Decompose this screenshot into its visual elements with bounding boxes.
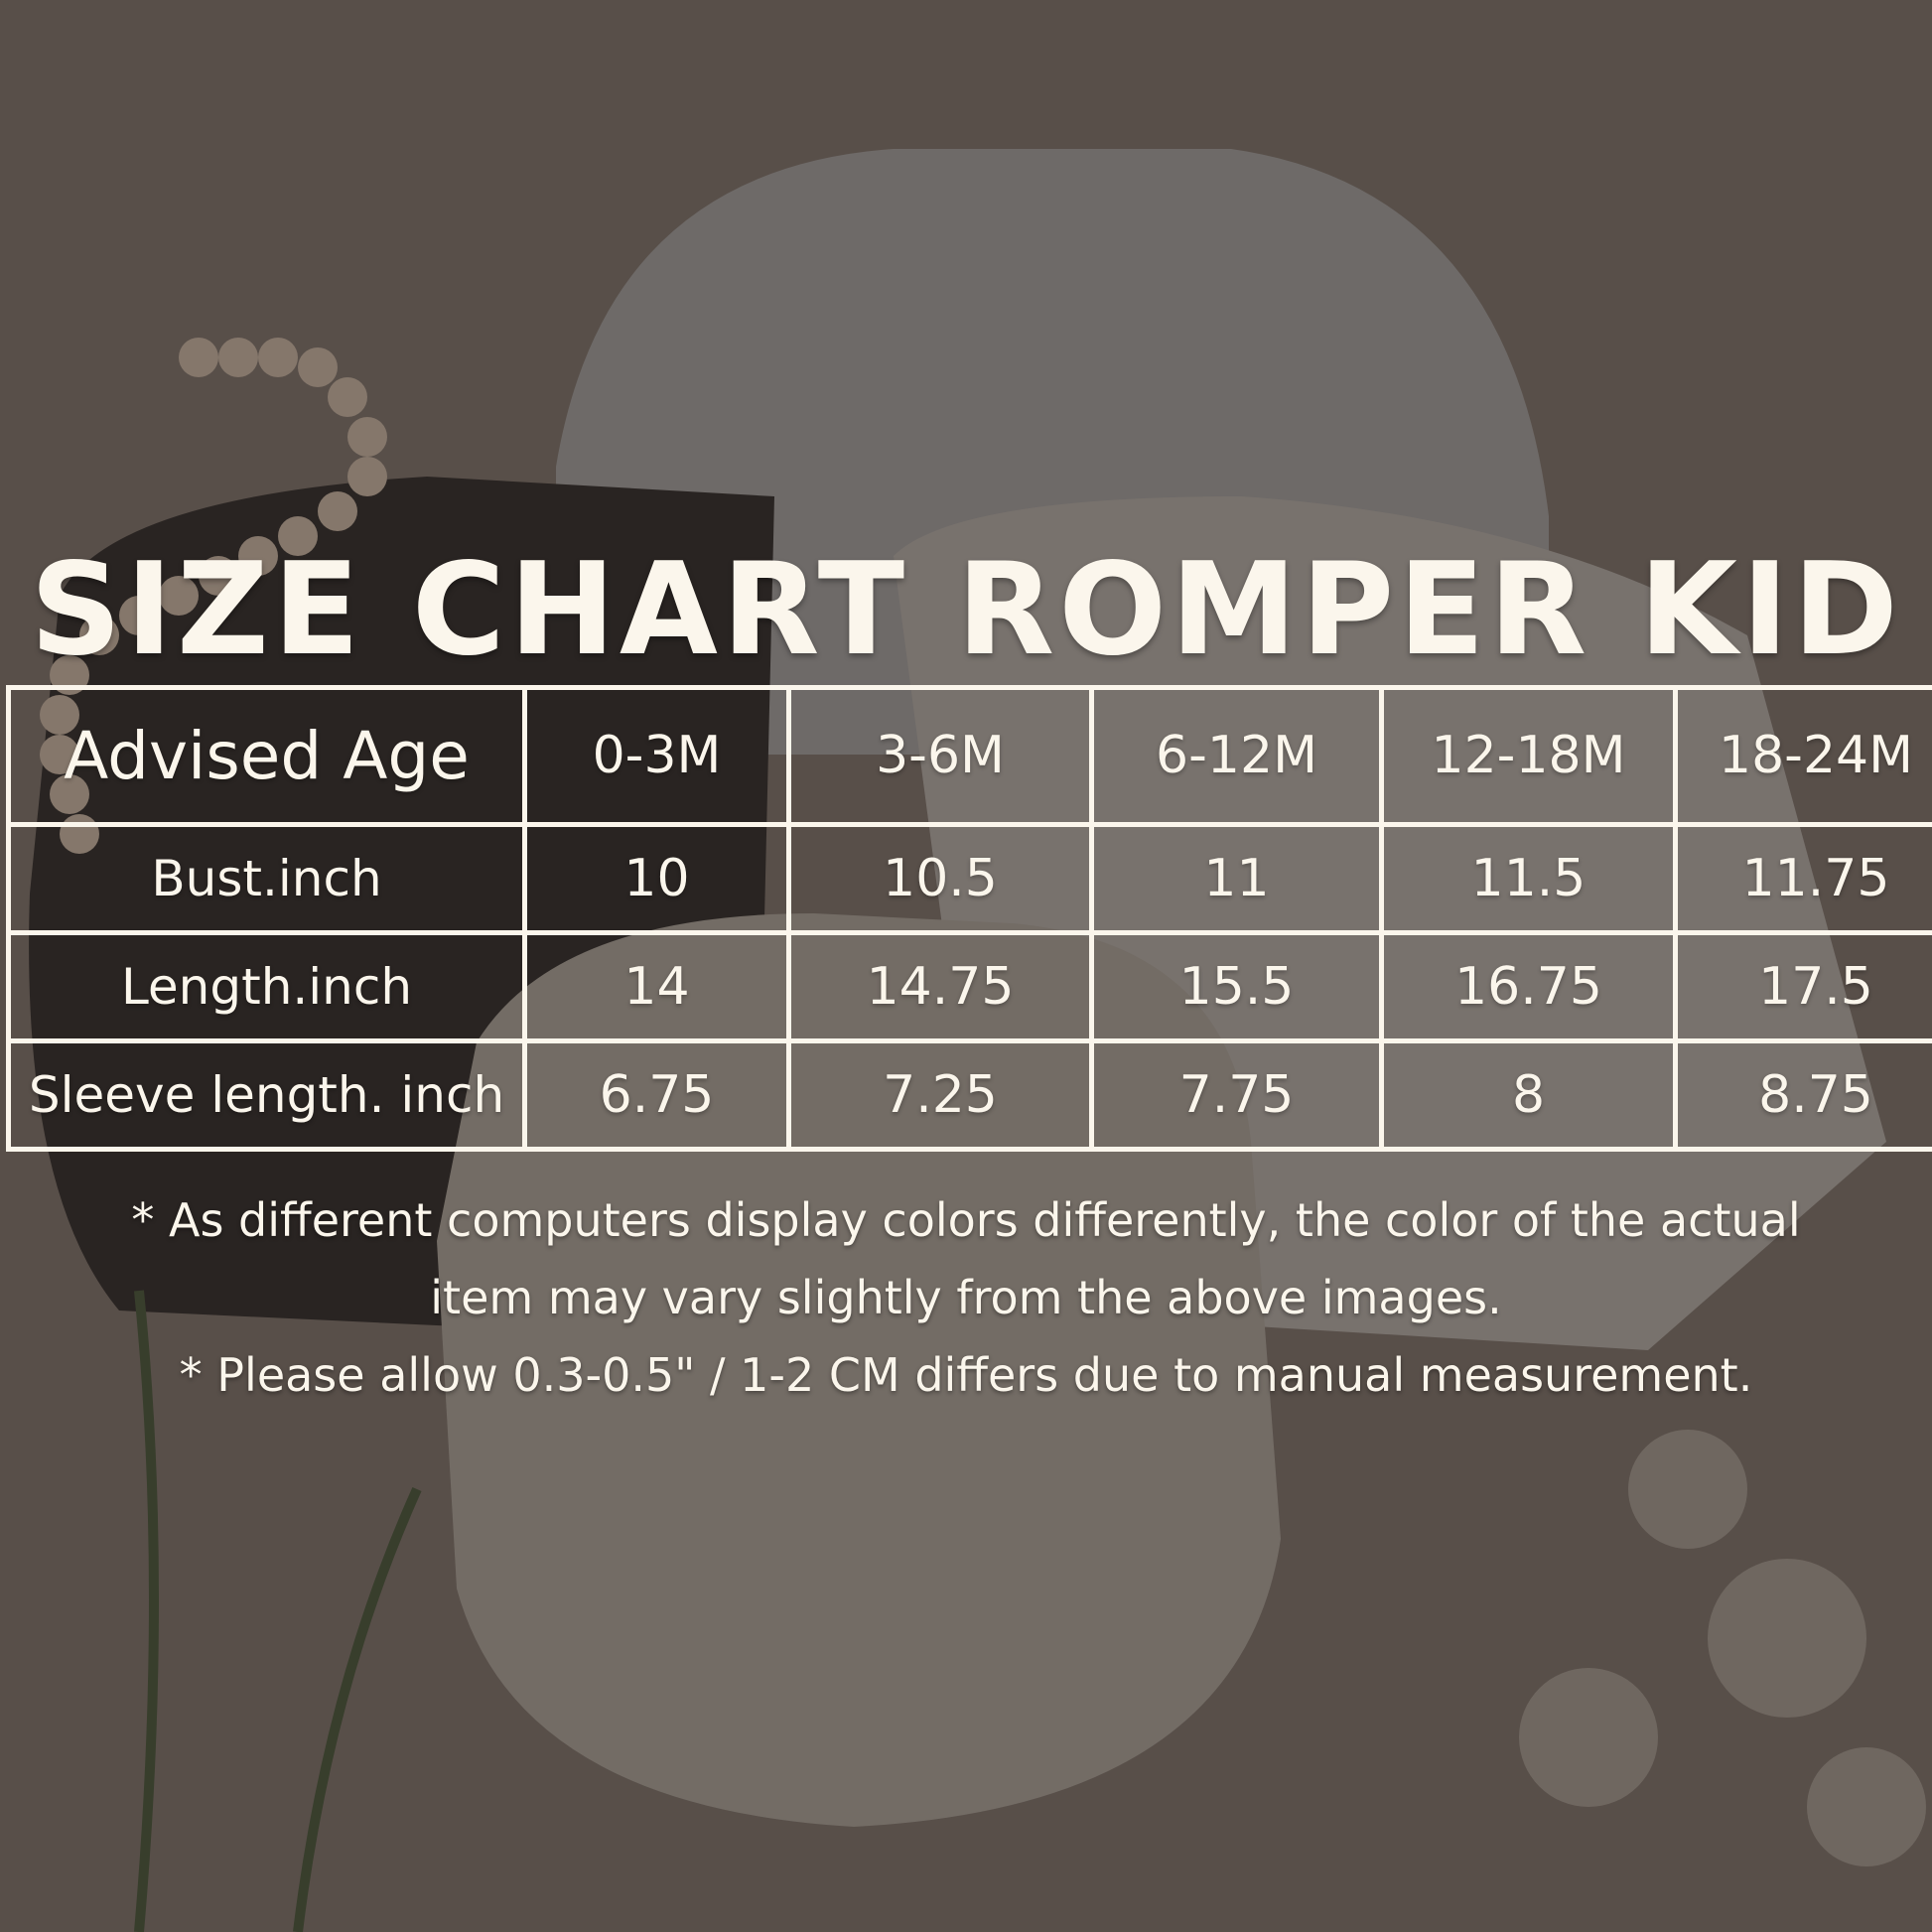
cell: 16.75 (1379, 929, 1678, 1043)
cell: 8 (1379, 1037, 1678, 1153)
eucalyptus (134, 1290, 422, 1932)
cell: 7.25 (786, 1037, 1094, 1153)
cell: 11.5 (1379, 821, 1678, 935)
table-row: Length.inch 14 14.75 15.5 16.75 17.5 (6, 929, 1932, 1043)
row-label: Sleeve length. inch (6, 1037, 527, 1153)
note-line: item may vary slightly from the above im… (430, 1271, 1502, 1324)
header-cell: 18-24M (1673, 685, 1932, 827)
notes: * As different computers display colors … (0, 1181, 1932, 1414)
cell: 15.5 (1089, 929, 1384, 1043)
header-cell: Advised Age (6, 685, 527, 827)
cell: 6.75 (522, 1037, 791, 1153)
size-table: Advised Age 0-3M 3-6M 6-12M 12-18M 18-24M Bust… (6, 685, 1932, 1153)
cell: 14 (522, 929, 791, 1043)
header-cell: 6-12M (1089, 685, 1384, 827)
row-label: Bust.inch (6, 821, 527, 935)
cell: 10 (522, 821, 791, 935)
cell: 7.75 (1089, 1037, 1384, 1153)
cell: 11.75 (1673, 821, 1932, 935)
note-line: * Please allow 0.3-0.5" / 1-2 CM differs… (179, 1348, 1753, 1402)
table-row: Bust.inch 10 10.5 11 11.5 11.75 (6, 821, 1932, 935)
header-cell: 0-3M (522, 685, 791, 827)
cell: 10.5 (786, 821, 1094, 935)
header-cell: 12-18M (1379, 685, 1678, 827)
gypsophila (1519, 1430, 1926, 1866)
table-row: Sleeve length. inch 6.75 7.25 7.75 8 8.75 (6, 1037, 1932, 1153)
note-line: * As different computers display colors … (131, 1193, 1801, 1247)
cell: 8.75 (1673, 1037, 1932, 1153)
cell: 17.5 (1673, 929, 1932, 1043)
cell: 11 (1089, 821, 1384, 935)
cell: 14.75 (786, 929, 1094, 1043)
header-row: Advised Age 0-3M 3-6M 6-12M 12-18M 18-24M (6, 685, 1932, 827)
row-label: Length.inch (6, 929, 527, 1043)
title: SIZE CHART ROMPER KID (30, 536, 1902, 684)
header-cell: 3-6M (786, 685, 1094, 827)
